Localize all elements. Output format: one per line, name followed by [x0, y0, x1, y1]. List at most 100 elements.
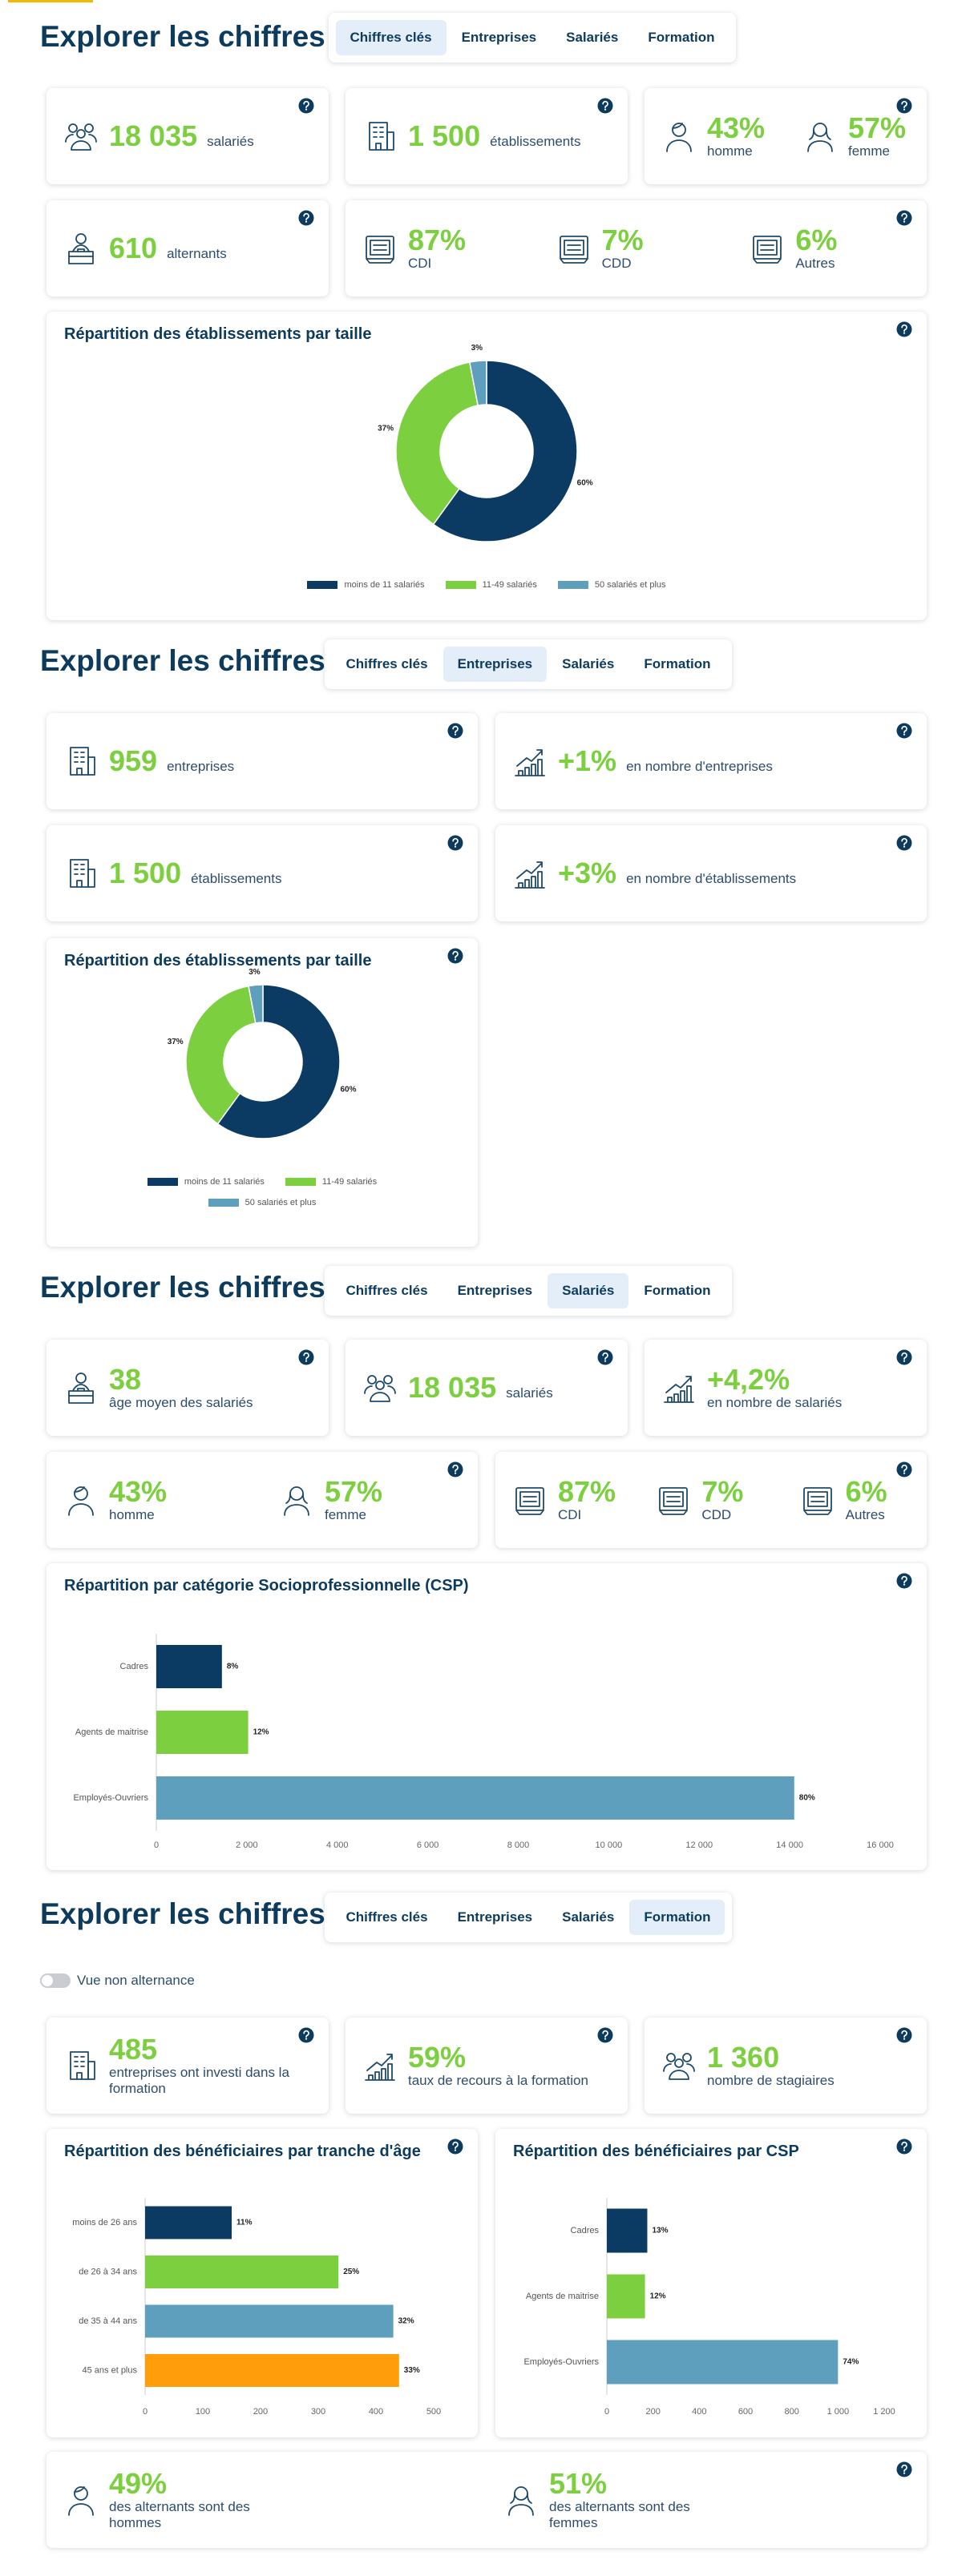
share-label: 8% [227, 1663, 239, 1671]
icon-person [666, 123, 692, 152]
kpi-text: 1 500 établissements [109, 857, 281, 890]
kpi-value: 59% [408, 2041, 467, 2074]
icon-stroke [289, 1486, 304, 1501]
tab[interactable]: Chiffres clés [335, 20, 447, 55]
icon-stroke [65, 134, 97, 151]
help-circle [896, 2139, 912, 2155]
help-circle [896, 1349, 912, 1365]
kpi-text: 51% des alternants sont des femmes [549, 2469, 742, 2531]
icon-woman [807, 123, 833, 152]
help-mark [303, 212, 309, 221]
tab[interactable]: Salariés [548, 1273, 629, 1308]
icon-stroke [674, 2058, 684, 2068]
help-icon [447, 948, 463, 964]
icon-stroke [70, 747, 89, 776]
tab[interactable]: Chiffres clés [346, 1909, 428, 1925]
tab[interactable]: Formation [644, 656, 711, 671]
x-tick-label: 10 000 [596, 1840, 623, 1850]
x-tick-label: 1 000 [827, 2407, 850, 2417]
help-dot [604, 2038, 607, 2040]
kpi-item: 959 entreprises [46, 713, 478, 809]
legend-label: 11-49 salariés [482, 580, 537, 590]
kpi-card: 87% CDI 7% CDD 6% Autres [495, 1452, 927, 1548]
icon-stroke [386, 131, 394, 151]
kpi-item: 57% femme [262, 1452, 478, 1548]
icon-person [68, 2486, 94, 2516]
icon-building [70, 2051, 95, 2080]
tab[interactable]: Chiffres clés [346, 656, 428, 671]
kpi-value: 6% [845, 1475, 887, 1508]
kpi-item: 87% CDI [346, 200, 540, 296]
kpi-label: âge moyen des salariés [109, 1395, 253, 1410]
help-dot [903, 733, 906, 736]
kpi-label: des alternants sont des femmes [549, 2499, 690, 2530]
kpi-text: 43% homme [707, 113, 765, 159]
icon-doc [559, 236, 588, 264]
tab[interactable]: Entreprises [461, 30, 537, 45]
section-title: Explorer les chiffres [40, 20, 325, 53]
icon-trend [515, 861, 545, 889]
icon-stroke [366, 236, 394, 260]
donut-slice [468, 360, 487, 406]
help-icon [896, 210, 912, 226]
help-dot [903, 2038, 906, 2040]
kpi-label: alternants [167, 246, 227, 261]
help-dot [305, 2038, 308, 2040]
legend-entry: moins de 11 salariés [147, 1177, 265, 1187]
kpi-value: 87% [558, 1475, 616, 1508]
icon-stroke [666, 2053, 676, 2062]
slice-label: 3% [471, 344, 483, 353]
help-dot [903, 2149, 906, 2151]
tab[interactable]: Salariés [566, 30, 619, 45]
tab[interactable]: Entreprises [457, 1283, 533, 1298]
help-mark [901, 2030, 907, 2038]
icon-stroke [559, 236, 588, 260]
tab[interactable]: Salariés [562, 1909, 615, 1925]
icon-stroke [559, 244, 588, 264]
bar [156, 1776, 794, 1820]
kpi-text: 610 alternants [109, 232, 227, 265]
tab[interactable]: Salariés [562, 656, 615, 671]
tab[interactable]: Formation [644, 1283, 711, 1298]
kpi-text: 18 035 salariés [408, 1371, 553, 1405]
tab[interactable]: Chiffres clés [346, 1283, 428, 1298]
icon-stroke [659, 1496, 689, 1515]
kpi-value: 38 [109, 1363, 142, 1396]
kpi-label: établissements [490, 134, 581, 149]
help-dot [903, 1472, 906, 1474]
category-label: Agents de maitrise [75, 1727, 148, 1737]
kpi-text: 7% CDD [701, 1477, 743, 1523]
x-tick-label: 100 [196, 2407, 210, 2417]
tab[interactable]: Entreprises [457, 1909, 533, 1925]
help-icon [896, 321, 912, 337]
toggle-switch[interactable] [40, 1973, 71, 1988]
kpi-label: Autres [845, 1507, 885, 1522]
icon-stroke [87, 2061, 95, 2080]
kpi-value: 87% [408, 224, 467, 256]
kpi-card: 1 360 nombre de stagiaires [645, 2018, 927, 2114]
help-mark [303, 100, 309, 109]
help-dot [454, 1472, 457, 1474]
kpi-text: 1 360 nombre de stagiaires [707, 2042, 835, 2089]
tab[interactable]: Entreprises [443, 647, 548, 682]
kpi-label: en nombre d'établissements [626, 871, 797, 886]
kpi-item: 43% homme [46, 1452, 262, 1548]
icon-stroke [70, 859, 89, 888]
kpi-items: 87% CDI 7% CDD 6% Autres [346, 200, 927, 296]
kpi-item: 49% des alternants sont des hommes [46, 2452, 487, 2548]
kpi-item: 7% CDD [540, 200, 734, 296]
icon-stroke [802, 1487, 832, 1511]
kpi-items: 610 alternants [46, 200, 329, 296]
kpi-value: +3% [558, 857, 617, 889]
help-mark [452, 950, 459, 959]
kpi-value: 57% [325, 1475, 383, 1508]
kpi-card: 59% taux de recours à la formation [346, 2018, 628, 2114]
tab[interactable]: Formation [648, 30, 715, 45]
tab[interactable]: Formation [629, 1900, 725, 1935]
chart-card: Répartition des bénéficiaires par CSP 0 20… [495, 2129, 927, 2437]
icon-trend [664, 1376, 694, 1403]
icon-stroke [802, 1496, 832, 1515]
help-icon [298, 2027, 314, 2043]
kpi-label: des alternants sont des hommes [109, 2499, 250, 2530]
kpi-items: 49% des alternants sont des hommes 51% des … [46, 2452, 927, 2548]
